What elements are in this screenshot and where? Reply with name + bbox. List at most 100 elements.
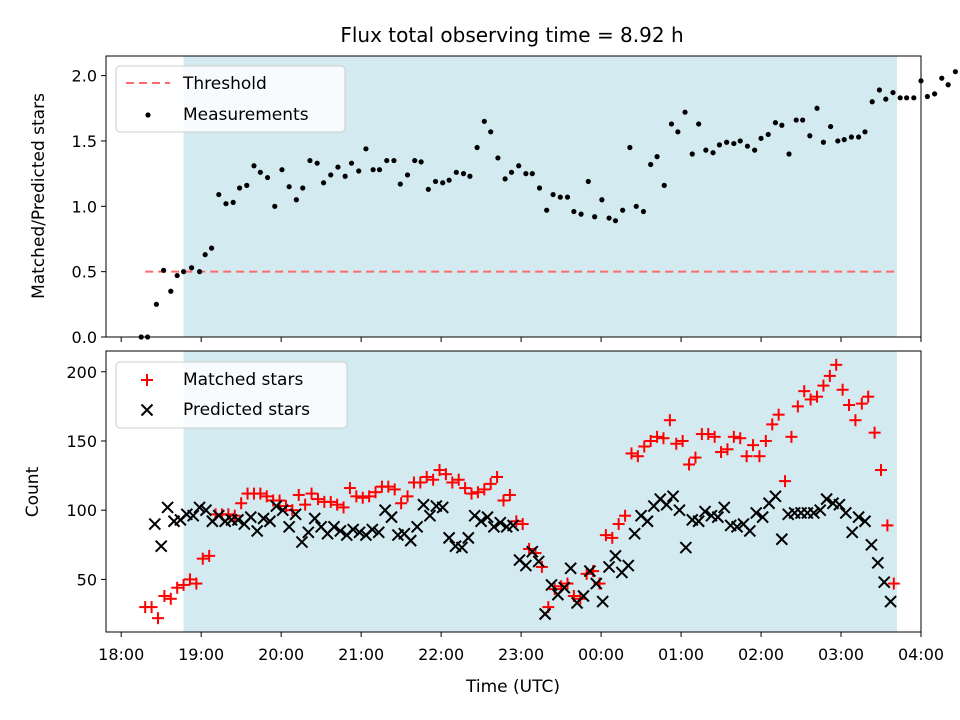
predicted-mark-b: [596, 595, 609, 608]
matched-star-point: [798, 385, 811, 398]
measurement-point: [592, 214, 598, 220]
matched-star-point: [177, 578, 190, 591]
matched-star-point: [292, 488, 305, 501]
predicted-mark-b: [814, 503, 827, 517]
measurement-point: [612, 218, 619, 224]
predicted-mark-b: [148, 517, 161, 531]
matched-star-point: [747, 439, 760, 452]
predicted-star-point: [442, 531, 456, 545]
matched-star-point: [651, 430, 664, 443]
predicted-mark-b: [538, 607, 552, 621]
measurement-point: [370, 167, 376, 173]
bottom-x-axis-label: Time (UTC): [465, 677, 560, 697]
predicted-mark-b: [506, 519, 520, 532]
predicted-star-point: [564, 562, 577, 575]
bottom-x-tick-label: 19:00: [178, 645, 224, 664]
matched-star-point: [644, 434, 657, 447]
matched-star-point: [855, 397, 868, 410]
matched-star-point: [273, 494, 286, 507]
predicted-legend-swatch-b: [140, 403, 154, 417]
matched-star-point: [254, 487, 267, 500]
matched-star-point: [439, 468, 452, 481]
predicted-star-point: [519, 559, 533, 572]
measurement-point: [627, 144, 633, 151]
predicted-mark-b: [378, 503, 392, 517]
bottom-axes-frame: [105, 350, 922, 633]
measurement-point: [293, 197, 299, 203]
matched-star-point: [433, 464, 446, 477]
matched-star-point: [875, 464, 888, 477]
matched-star-point: [158, 590, 171, 603]
measurement-point: [495, 155, 501, 161]
measurement-legend-swatch: [145, 112, 151, 118]
matched-star-point: [817, 379, 830, 392]
predicted-star-point: [193, 501, 206, 514]
predicted-star-point: [775, 533, 789, 546]
measurement-point: [188, 265, 195, 271]
predicted-star-point: [814, 503, 827, 517]
measurement-point: [668, 121, 675, 127]
measurement-point: [320, 180, 327, 186]
measurement-point: [606, 215, 612, 221]
predicted-mark-b: [634, 509, 648, 522]
predicted-star-point: [711, 510, 725, 524]
measurement-point: [196, 269, 203, 275]
measurement-point: [945, 82, 951, 88]
measurement-point: [820, 139, 827, 145]
predicted-mark-b: [468, 509, 481, 522]
predicted-mark-b: [474, 515, 488, 528]
matched-star-point: [689, 451, 702, 464]
predicted-mark-b: [705, 509, 718, 522]
measurement-point: [571, 208, 577, 215]
predicted-star-point: [622, 559, 635, 572]
top-legend: Threshold Measurements: [115, 65, 346, 133]
predicted-star-point: [494, 516, 507, 529]
matched-star-point: [676, 434, 689, 447]
predicted-star-point: [417, 498, 430, 511]
predicted-star-point: [250, 524, 264, 538]
measurement-point: [404, 172, 411, 178]
predicted-mark-b: [826, 497, 840, 510]
matched-star-point: [446, 476, 459, 489]
measurement-point: [737, 138, 743, 144]
predicted-star-point: [750, 506, 763, 520]
matched-star-point: [715, 446, 728, 459]
matched-star-point: [203, 549, 216, 562]
measurement-point: [342, 173, 348, 179]
measurement-point: [307, 157, 313, 164]
top-y-tick-label: 0.5: [72, 263, 97, 282]
predicted-star-point: [481, 510, 494, 524]
matched-star-point: [145, 601, 158, 614]
bottom-x-tick-label: 01:00: [658, 645, 704, 664]
predicted-star-point: [852, 510, 865, 524]
predicted-star-point: [410, 520, 424, 534]
predicted-mark-b: [410, 520, 424, 534]
predicted-mark-b: [590, 577, 603, 590]
measurement-point: [180, 269, 187, 275]
predicted-star-point: [372, 526, 385, 539]
predicted-mark-b: [839, 506, 853, 520]
measurement-point: [348, 160, 355, 166]
top-axes-frame: [105, 55, 922, 338]
matched-star-point: [612, 518, 625, 531]
predicted-mark-b: [199, 503, 213, 517]
predicted-mark-b: [366, 523, 379, 536]
predicted-mark-b: [532, 555, 545, 568]
matched-star-point: [324, 495, 337, 508]
predicted-mark-b: [385, 510, 398, 524]
predicted-mark-b: [295, 535, 309, 549]
measurement-point: [911, 95, 917, 101]
predicted-mark-b: [884, 595, 897, 608]
predicted-star-point: [558, 581, 571, 594]
predicted-star-point: [366, 523, 379, 536]
predicted-legend-label: Predicted stars: [183, 400, 310, 420]
matched-star-point: [619, 509, 632, 522]
predicted-mark-b: [404, 534, 417, 547]
predicted-mark-b: [711, 510, 725, 524]
predicted-mark-b: [327, 520, 341, 534]
predicted-mark-b: [430, 499, 443, 513]
measurement-point: [848, 134, 855, 140]
predicted-mark-b: [686, 513, 699, 527]
matched-star-point: [766, 418, 779, 431]
measurement-point: [244, 182, 250, 188]
